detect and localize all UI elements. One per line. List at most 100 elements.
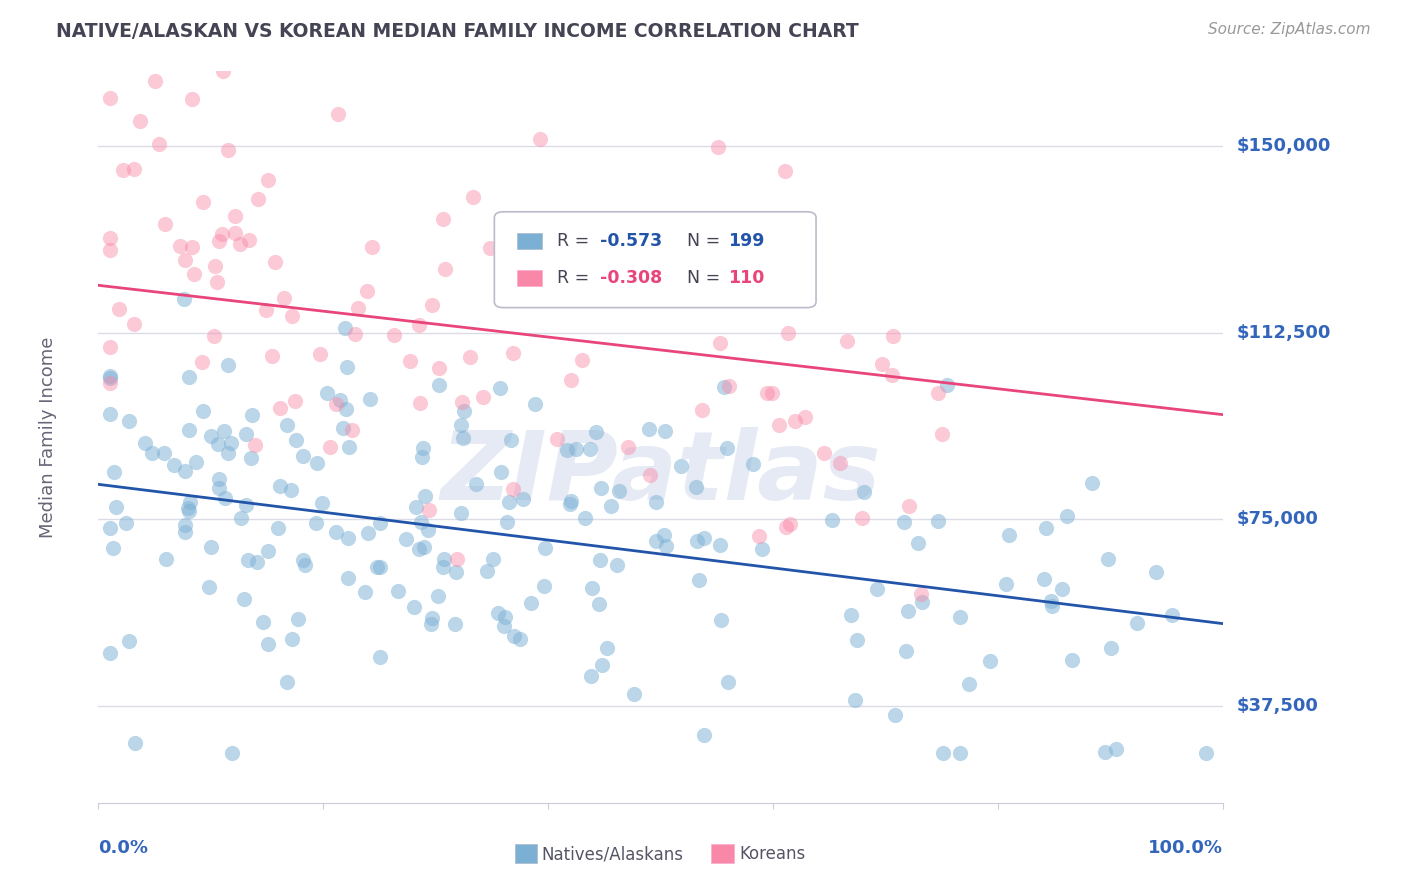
Point: [574, 511, 596, 525]
Point: [173, 517, 195, 532]
Point: [368, 560, 391, 574]
Point: [533, 229, 555, 244]
Point: [153, 217, 176, 231]
Point: [645, 495, 668, 509]
Point: [751, 541, 773, 556]
Point: [177, 369, 200, 384]
Point: [294, 558, 316, 572]
Point: [256, 637, 278, 651]
Point: [498, 495, 520, 509]
Point: [600, 499, 623, 513]
Point: [111, 163, 134, 178]
Point: [1099, 640, 1122, 655]
Point: [654, 424, 676, 438]
Point: [354, 584, 377, 599]
Point: [453, 404, 475, 418]
Point: [581, 581, 603, 595]
Point: [494, 618, 516, 632]
Point: [1097, 551, 1119, 566]
Point: [267, 521, 290, 535]
Point: [173, 292, 195, 306]
Point: [721, 254, 744, 268]
Point: [451, 431, 474, 445]
Point: [693, 728, 716, 742]
Point: [794, 409, 817, 424]
Point: [243, 438, 266, 452]
Point: [211, 227, 233, 241]
Point: [717, 675, 740, 690]
Point: [882, 368, 904, 382]
Point: [710, 613, 733, 627]
Point: [143, 74, 166, 88]
Point: [897, 603, 920, 617]
Point: [399, 354, 422, 368]
Point: [427, 361, 450, 376]
Point: [607, 268, 630, 282]
Point: [851, 510, 873, 524]
Point: [420, 611, 443, 625]
Point: [433, 262, 456, 277]
Point: [343, 326, 366, 341]
Point: [273, 291, 295, 305]
Point: [426, 589, 449, 603]
Text: ZIPatlas: ZIPatlas: [440, 427, 882, 520]
Point: [709, 336, 731, 351]
Point: [115, 516, 138, 530]
Point: [893, 515, 915, 529]
Point: [492, 228, 515, 243]
Point: [560, 373, 582, 387]
Bar: [711, 845, 734, 863]
Point: [246, 555, 269, 569]
Point: [169, 238, 191, 252]
Point: [325, 525, 347, 540]
Point: [465, 476, 488, 491]
Point: [276, 417, 298, 432]
Point: [835, 334, 858, 348]
Point: [229, 511, 252, 525]
Point: [235, 427, 257, 442]
Point: [1035, 521, 1057, 535]
Point: [416, 523, 439, 537]
Point: [232, 591, 254, 606]
Point: [853, 485, 876, 500]
Point: [433, 552, 456, 566]
Point: [949, 746, 972, 760]
Point: [179, 504, 201, 518]
Point: [927, 386, 949, 401]
Point: [200, 540, 222, 554]
Point: [907, 535, 929, 549]
Point: [291, 552, 314, 566]
Point: [638, 422, 661, 436]
Point: [179, 495, 201, 509]
Point: [173, 464, 195, 478]
Point: [546, 238, 568, 252]
Text: Median Family Income: Median Family Income: [39, 336, 56, 538]
Point: [931, 746, 953, 760]
Bar: [515, 845, 537, 863]
Point: [205, 275, 228, 289]
Point: [319, 440, 342, 454]
Point: [1161, 607, 1184, 622]
Point: [395, 532, 418, 546]
Point: [238, 234, 260, 248]
Point: [617, 440, 640, 454]
Point: [307, 456, 329, 470]
Point: [98, 376, 121, 390]
Point: [558, 224, 581, 238]
Point: [366, 560, 388, 574]
Point: [560, 497, 582, 511]
Point: [387, 584, 409, 599]
Point: [645, 533, 668, 548]
Point: [866, 582, 889, 596]
Point: [820, 513, 842, 527]
Point: [420, 617, 443, 632]
Point: [882, 328, 904, 343]
Point: [217, 446, 239, 460]
Point: [217, 143, 239, 157]
Point: [495, 516, 517, 530]
FancyBboxPatch shape: [495, 211, 815, 308]
Point: [173, 252, 195, 267]
Point: [238, 552, 260, 566]
Point: [427, 378, 450, 392]
Point: [359, 392, 381, 407]
